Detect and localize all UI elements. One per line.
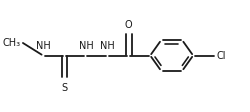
Text: S: S	[61, 83, 67, 93]
Text: NH: NH	[100, 41, 114, 51]
Text: NH: NH	[78, 41, 93, 51]
Text: NH: NH	[36, 41, 50, 51]
Text: CH₃: CH₃	[2, 38, 20, 48]
Text: Cl: Cl	[216, 51, 226, 61]
Text: O: O	[124, 19, 132, 29]
